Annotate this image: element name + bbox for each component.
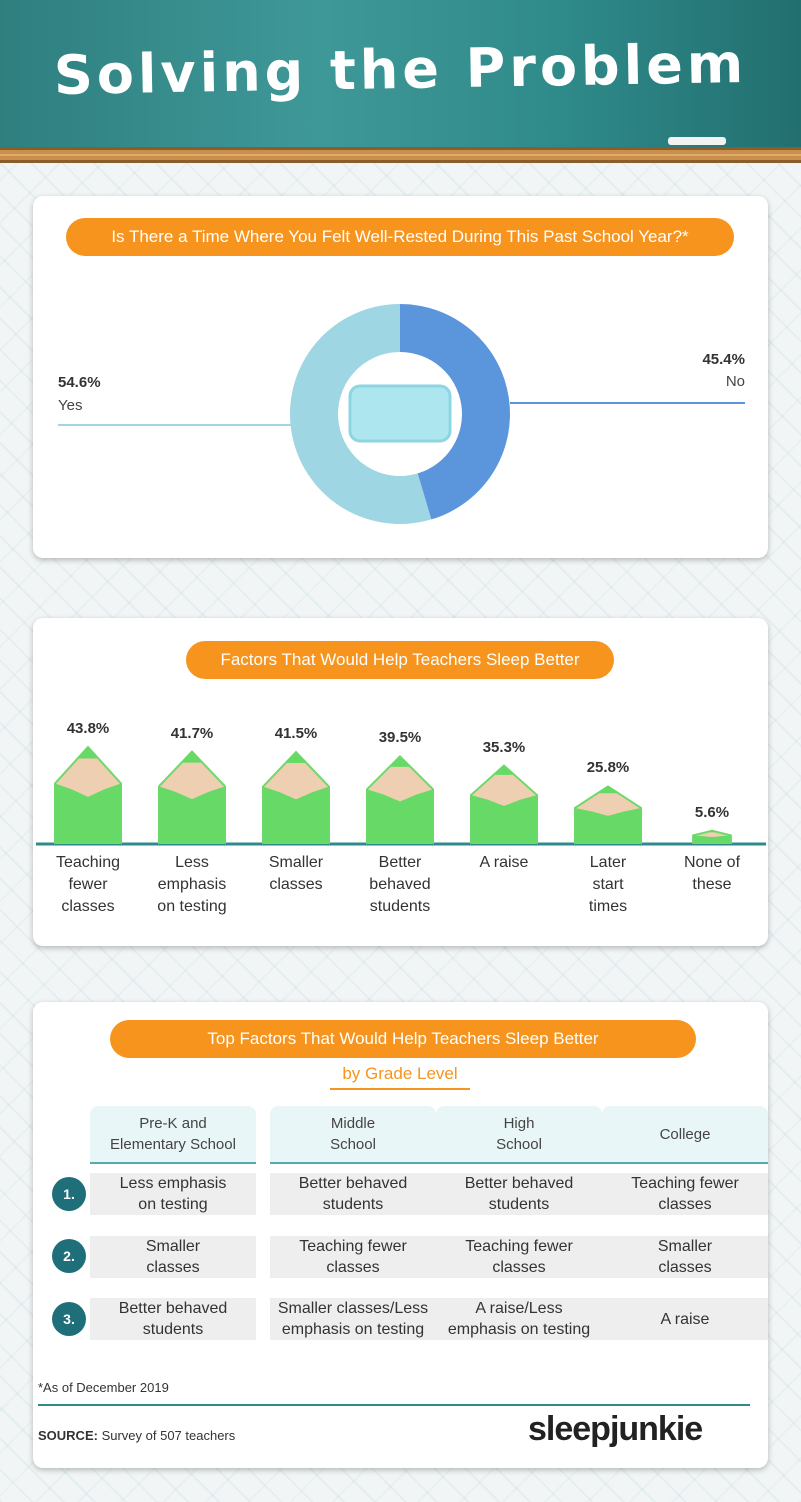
- footnote: *As of December 2019: [38, 1380, 169, 1395]
- table-cell: A raise/Less emphasis on testing: [436, 1298, 602, 1340]
- yes-slice: [289, 304, 432, 525]
- bar-category-label: Better behaved students: [369, 854, 431, 915]
- bar-pencil: [470, 764, 538, 844]
- bar-value-label: 41.5%: [274, 725, 318, 743]
- bar-value-label: 43.8%: [66, 720, 110, 737]
- source-text: SOURCE: Survey of 507 teachers: [38, 1428, 235, 1443]
- table-cell: Smaller classes/Less emphasis on testing: [270, 1298, 436, 1340]
- bar-category-label: Teaching fewer classes: [55, 854, 121, 915]
- grade-card: [33, 1002, 768, 1468]
- col-head-prek: Pre-K and Elementary School: [90, 1106, 256, 1164]
- table-cell: Teaching fewer classes: [602, 1173, 768, 1215]
- brand-logo: sleepjunkie: [528, 1410, 703, 1448]
- table-cell: Better behaved students: [90, 1298, 256, 1340]
- col-head-middle: Middle School: [270, 1106, 436, 1164]
- table-cell: Smaller classes: [90, 1236, 256, 1278]
- bar-pencil: [692, 829, 732, 844]
- bar-pencil: [366, 755, 434, 844]
- col-head-high: High School: [436, 1106, 602, 1164]
- table-cell: Teaching fewer classes: [436, 1236, 602, 1278]
- no-label: No: [725, 373, 745, 390]
- bar-value-label: 41.7%: [170, 724, 214, 742]
- chalkboard-header: Solving the Problem: [0, 0, 801, 148]
- yes-value: 54.6%: [58, 374, 101, 391]
- table-cell: Less emphasis on testing: [90, 1173, 256, 1215]
- page-title: Solving the Problem: [53, 31, 748, 108]
- pillow-icon: [348, 384, 452, 443]
- source-value: Survey of 507 teachers: [97, 1428, 236, 1443]
- rank-badge-3: 3.: [52, 1302, 86, 1336]
- bar-category-label: A raise: [479, 854, 529, 871]
- table-cell: Teaching fewer classes: [270, 1236, 436, 1278]
- table-cell: Better behaved students: [270, 1173, 436, 1215]
- bar-pencil: [54, 745, 122, 844]
- source-label: SOURCE:: [38, 1428, 98, 1443]
- grade-title: Top Factors That Would Help Teachers Sle…: [110, 1020, 696, 1058]
- rank-badge-2: 2.: [52, 1239, 86, 1273]
- bar-category-label: None of these: [683, 854, 741, 893]
- bar-category-label: Smaller classes: [268, 854, 324, 893]
- bar-pencil: [574, 785, 642, 844]
- table-cell: A raise: [602, 1298, 768, 1340]
- bar-chart: [36, 745, 766, 846]
- bar-pencil: [158, 750, 226, 844]
- bar-value-label: 35.3%: [482, 738, 526, 756]
- bar-value-label: 39.5%: [378, 729, 422, 747]
- bars-title: Factors That Would Help Teachers Sleep B…: [186, 641, 614, 679]
- chalkboard-ledge: [0, 147, 801, 163]
- bar-value-label: 5.6%: [694, 803, 730, 821]
- grade-subtitle: by Grade Level: [330, 1064, 470, 1090]
- bar-category-label: Less emphasis on testing: [157, 854, 227, 915]
- rank-badge-1: 1.: [52, 1177, 86, 1211]
- table-cell: Smaller classes: [602, 1236, 768, 1278]
- no-slice: [400, 304, 510, 520]
- bar-value-label: 25.8%: [586, 759, 630, 777]
- bar-category-label: Later start times: [588, 854, 628, 915]
- col-head-college: College: [602, 1106, 768, 1164]
- no-value: 45.4%: [702, 351, 745, 368]
- yes-label: Yes: [58, 397, 83, 414]
- footer-divider: [38, 1404, 750, 1406]
- chalk-icon: [668, 137, 726, 145]
- table-cell: Better behaved students: [436, 1173, 602, 1215]
- donut-chart: [58, 304, 745, 525]
- bar-pencil: [262, 750, 330, 844]
- donut-title: Is There a Time Where You Felt Well-Rest…: [66, 218, 734, 256]
